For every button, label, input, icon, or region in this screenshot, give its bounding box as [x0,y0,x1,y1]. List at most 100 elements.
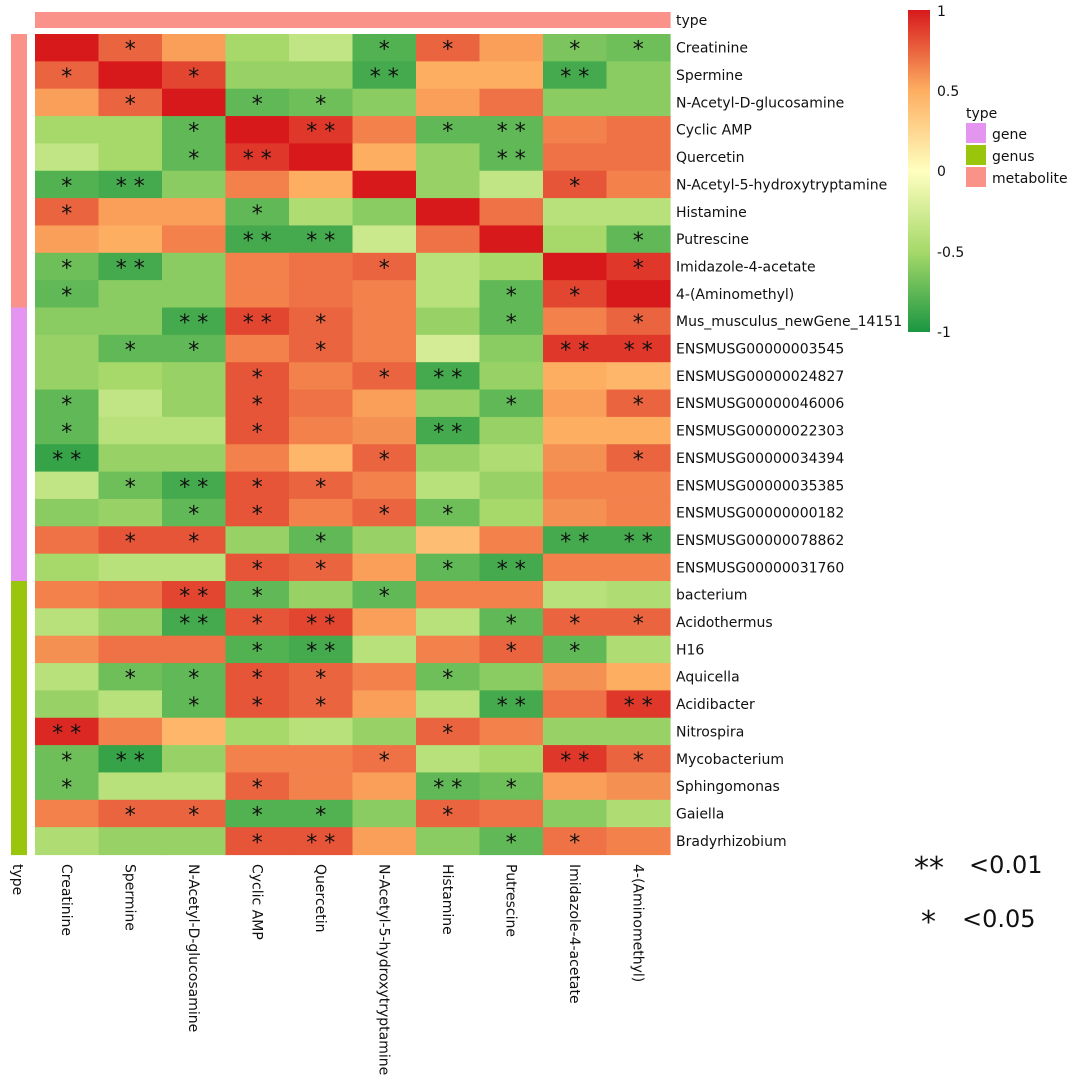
significance-mark: * [61,749,72,774]
row-label: Putrescine [676,232,749,248]
heatmap-cell [606,471,671,500]
heatmap-cell [289,143,354,172]
significance-mark: * [379,585,390,610]
sig-legend-symbol-single: * [921,905,936,940]
significance-mark: * [125,92,136,117]
row-label: Cyclic AMP [676,123,752,139]
heatmap-cell [416,553,481,582]
heatmap-cell [98,252,163,281]
heatmap-cell [98,225,163,254]
heatmap-cell [35,581,100,609]
heatmap-cell [225,170,290,199]
heatmap-cell [479,526,544,555]
heatmap-cell [416,526,481,555]
heatmap-cell [352,252,417,281]
heatmap-cell [606,745,671,774]
significance-mark: * * [116,749,145,774]
row-type-cell [11,526,27,555]
significance-mark: * [188,503,199,528]
heatmap-cell [225,252,290,281]
heatmap-cell [225,416,290,445]
heatmap-cell [352,225,417,254]
significance-mark: * [569,831,580,856]
row-label: Aquicella [676,670,740,686]
heatmap-cell [289,389,354,418]
significance-mark: * [315,339,326,364]
heatmap-cell [606,526,671,555]
heatmap-cell [543,745,608,774]
significance-mark: * * [306,229,335,254]
heatmap-cell [479,690,544,719]
colorbar-gradient [908,10,930,332]
heatmap-cell [98,553,163,582]
heatmap-cell [479,116,544,144]
heatmap-cell [416,635,481,664]
heatmap-cell [225,362,290,391]
significance-mark: * [569,612,580,637]
significance-mark: * * [624,530,653,555]
heatmap-cell [35,663,100,691]
heatmap-cell [225,553,290,582]
heatmap-cell [162,444,227,473]
heatmap-cell [479,143,544,172]
heatmap-cell [289,717,354,746]
row-type-cell [11,143,27,172]
column-type-cell [289,12,354,28]
heatmap-cell [352,526,417,555]
heatmap-cell [352,198,417,227]
row-label: Acidibacter [676,697,755,713]
row-type-cell [11,581,27,609]
heatmap-cell [352,581,417,609]
column-label: Quercetin [312,864,328,933]
heatmap-cell [225,307,290,336]
heatmap-cell [35,553,100,582]
heatmap-cell [606,61,671,90]
row-type-cell [11,225,27,254]
heatmap-cell [289,799,354,828]
significance-mark: * [125,38,136,63]
row-type-cell [11,663,27,691]
heatmap-cell [352,170,417,199]
heatmap-cell [162,663,227,691]
heatmap-cell [98,34,163,62]
significance-mark: * [633,749,644,774]
row-type-cell [11,170,27,199]
significance-mark: * * [179,585,208,610]
row-label: Sphingomonas [676,779,780,795]
row-type-cell [11,553,27,582]
column-label: Putrescine [502,864,518,937]
heatmap-cell [416,307,481,336]
heatmap-cell [416,772,481,801]
column-type-cell [543,12,608,28]
heatmap-cell [162,717,227,746]
heatmap-cell [416,61,481,90]
row-label: ENSMUSG00000046006 [676,396,844,412]
heatmap-cell [289,280,354,309]
column-labels: Creatinine Spermine N-Acetyl-D-glucosamine… [58,864,646,1075]
heatmap-cell [352,307,417,336]
heatmap-cell [352,416,417,445]
heatmap-cell [543,198,608,227]
heatmap-cell [289,252,354,281]
heatmap-cell [162,526,227,555]
heatmap-cell [352,827,417,856]
heatmap-cell [289,362,354,391]
heatmap-cell [479,389,544,418]
heatmap-cell [352,717,417,746]
significance-mark: * [188,120,199,145]
column-label: Creatinine [58,864,74,936]
significance-mark: * [633,612,644,637]
column-label: Histamine [439,864,455,935]
heatmap-cell [543,116,608,144]
heatmap-cell [225,827,290,856]
heatmap-cell [606,389,671,418]
significance-mark: * [506,776,517,801]
significance-mark: * [61,393,72,418]
heatmap-cell [35,498,100,527]
heatmap-cell [98,170,163,199]
significance-mark: * * [497,694,526,719]
significance-mark: * [442,38,453,63]
heatmap-cell [98,608,163,637]
sig-legend-symbol-double: ** [914,851,944,886]
